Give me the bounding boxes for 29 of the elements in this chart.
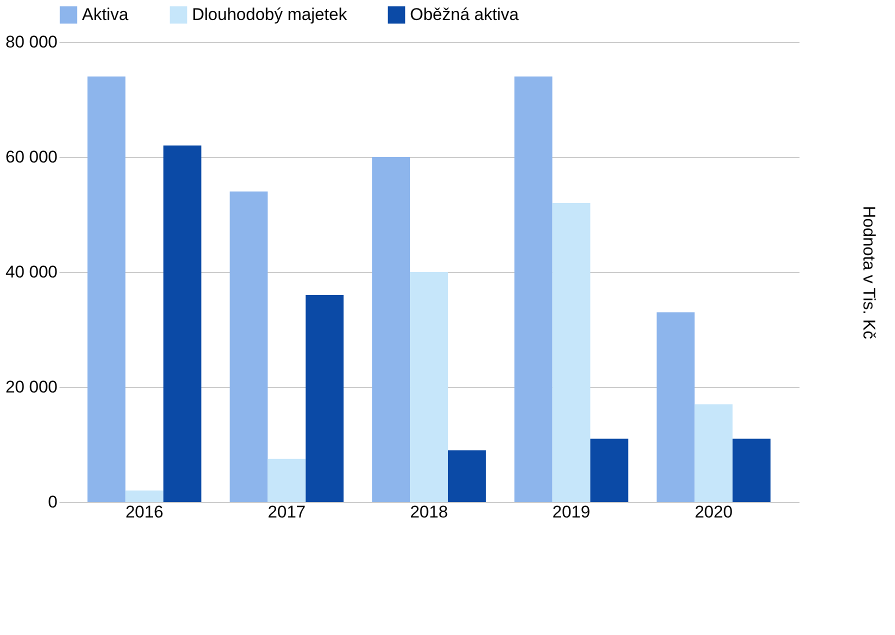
bar xyxy=(230,192,268,502)
legend-label: Aktiva xyxy=(82,4,129,24)
y-tick-label: 0 xyxy=(48,492,58,512)
bar xyxy=(514,76,552,502)
y-tick-label: 80 000 xyxy=(6,32,58,52)
bar xyxy=(410,272,448,502)
x-tick-label: 2017 xyxy=(268,502,306,522)
y-axis-title: Hodnota v Tis. Kč xyxy=(860,206,878,340)
bar xyxy=(552,203,590,502)
y-tick-label: 40 000 xyxy=(6,262,58,282)
bar xyxy=(163,146,202,502)
bar xyxy=(732,438,771,502)
bar xyxy=(306,295,344,502)
x-tick-label: 2016 xyxy=(125,502,164,522)
bar xyxy=(590,438,628,502)
bar xyxy=(125,490,164,502)
x-tick-label: 2019 xyxy=(552,502,590,522)
bar xyxy=(372,157,410,502)
bar xyxy=(656,312,695,502)
legend-label: Oběžná aktiva xyxy=(410,4,520,24)
y-tick-label: 20 000 xyxy=(6,378,58,396)
bar xyxy=(87,76,126,502)
x-tick-label: 2018 xyxy=(410,502,448,522)
bar xyxy=(694,404,733,502)
legend-label: Dlouhodobý majetek xyxy=(192,4,348,24)
x-tick-label: 2020 xyxy=(694,502,733,522)
y-tick-label: 60 000 xyxy=(6,148,58,166)
bar xyxy=(448,450,486,502)
bar xyxy=(268,458,306,502)
